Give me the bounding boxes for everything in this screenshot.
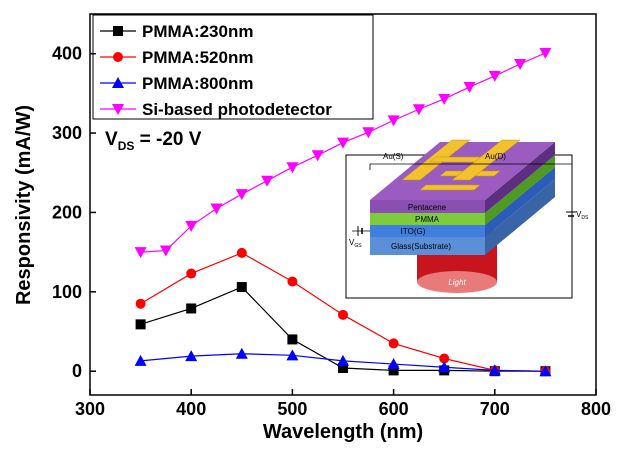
x-tick-label: 300 (75, 399, 105, 419)
marker (236, 348, 248, 359)
x-tick-label: 400 (176, 399, 206, 419)
marker (362, 127, 374, 138)
x-tick-label: 700 (480, 399, 510, 419)
marker (186, 303, 196, 313)
legend-label: PMMA:800nm (142, 74, 253, 93)
marker (136, 299, 146, 309)
legend-label: Si-based photodetector (142, 100, 332, 119)
marker (464, 82, 476, 93)
marker (514, 59, 526, 70)
x-tick-label: 600 (379, 399, 409, 419)
electrode (420, 185, 480, 190)
marker (489, 71, 501, 82)
legend-marker (113, 26, 123, 36)
y-axis-label: Responsivity (mA/W) (13, 105, 35, 305)
marker (337, 138, 349, 149)
marker (237, 282, 247, 292)
marker (135, 247, 147, 258)
marker (389, 338, 399, 348)
marker (312, 150, 324, 161)
marker (438, 94, 450, 105)
x-axis-label: Wavelength (nm) (263, 421, 423, 443)
chart: Wavelength (nm) Responsivity (mA/W) VDS … (0, 0, 617, 445)
ito-layer (370, 225, 485, 237)
y-tick-label: 400 (52, 44, 82, 64)
annotation: VDS = -20 V (105, 129, 202, 153)
marker (261, 176, 273, 187)
y-tick-label: 200 (52, 202, 82, 222)
marker (287, 276, 297, 286)
vds-label: VDS (576, 210, 589, 221)
marker (237, 248, 247, 258)
source-label: Au(S) (383, 152, 404, 161)
layer-label: PMMA (415, 215, 440, 224)
legend-label: PMMA:520nm (142, 48, 253, 67)
marker (413, 104, 425, 115)
x-tick-label: 500 (277, 399, 307, 419)
marker (286, 162, 298, 173)
marker (186, 269, 196, 279)
layer-label: Pentacene (408, 203, 447, 212)
legend-label: PMMA:230nm (142, 22, 253, 41)
legend-marker (113, 52, 123, 62)
marker (287, 334, 297, 344)
y-tick-label: 300 (52, 123, 82, 143)
y-tick-label: 100 (52, 282, 82, 302)
marker (388, 115, 400, 126)
inset-diagram: Light Au(S) Au(D) Pentacene PMMA ITO(G) … (346, 140, 589, 298)
marker (539, 48, 551, 59)
layer-label: ITO(G) (401, 227, 426, 236)
marker (236, 189, 248, 200)
marker (338, 310, 348, 320)
marker (136, 319, 146, 329)
marker (211, 203, 223, 214)
y-tick-label: 0 (72, 361, 82, 381)
x-tick-label: 800 (581, 399, 611, 419)
drain-label: Au(D) (485, 152, 506, 161)
layer-label: Glass(Substrate) (391, 242, 451, 251)
light-label: Light (448, 278, 466, 287)
